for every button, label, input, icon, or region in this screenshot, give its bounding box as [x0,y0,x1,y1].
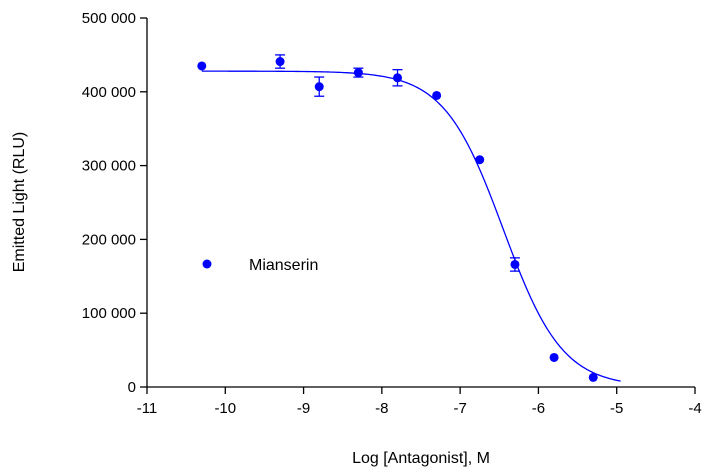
y-tick-label: 400 000 [82,84,136,101]
data-point [197,61,207,71]
x-tick-label: -9 [297,400,310,417]
axes: -11 -10 -9 -8 -7 -6 -5 -4 0 100 000 200 000 300 00… [82,10,702,417]
y-tick-label: 100 000 [82,305,136,322]
y-ticks: 0 100 000 200 000 300 000 400 000 500 000 [82,10,147,396]
data-point [510,259,520,269]
plot-area [197,54,621,382]
x-tick-label: -5 [610,400,623,417]
legend: Mianserin [202,257,318,274]
y-tick-label: 500 000 [82,10,136,27]
x-tick-label: -6 [532,400,545,417]
data-point [432,90,442,100]
x-tick-label: -10 [214,400,236,417]
x-tick-label: -8 [375,400,388,417]
x-tick-label: -11 [137,400,158,417]
legend-marker [202,259,212,269]
x-tick-label: -7 [453,400,466,417]
data-point [275,57,285,67]
data-point [549,352,559,362]
fit-curve [201,70,621,382]
data-point [475,155,485,165]
y-tick-label: 200 000 [82,231,136,248]
x-tick-label: -4 [688,400,701,417]
x-axis-title: Log [Antagonist], M [352,450,490,467]
data-point [393,73,403,83]
data-point [353,68,363,78]
error-bar-group [275,54,520,272]
fit-curve-group [201,70,621,382]
y-axis-title: Emitted Light (RLU) [11,132,28,273]
y-tick-label: 0 [128,379,136,396]
data-point-group [197,57,598,382]
data-point [588,372,598,382]
y-tick-label: 300 000 [82,158,136,175]
legend-label: Mianserin [249,257,318,274]
data-point [314,82,324,92]
x-ticks: -11 -10 -9 -8 -7 -6 -5 -4 [137,387,702,417]
